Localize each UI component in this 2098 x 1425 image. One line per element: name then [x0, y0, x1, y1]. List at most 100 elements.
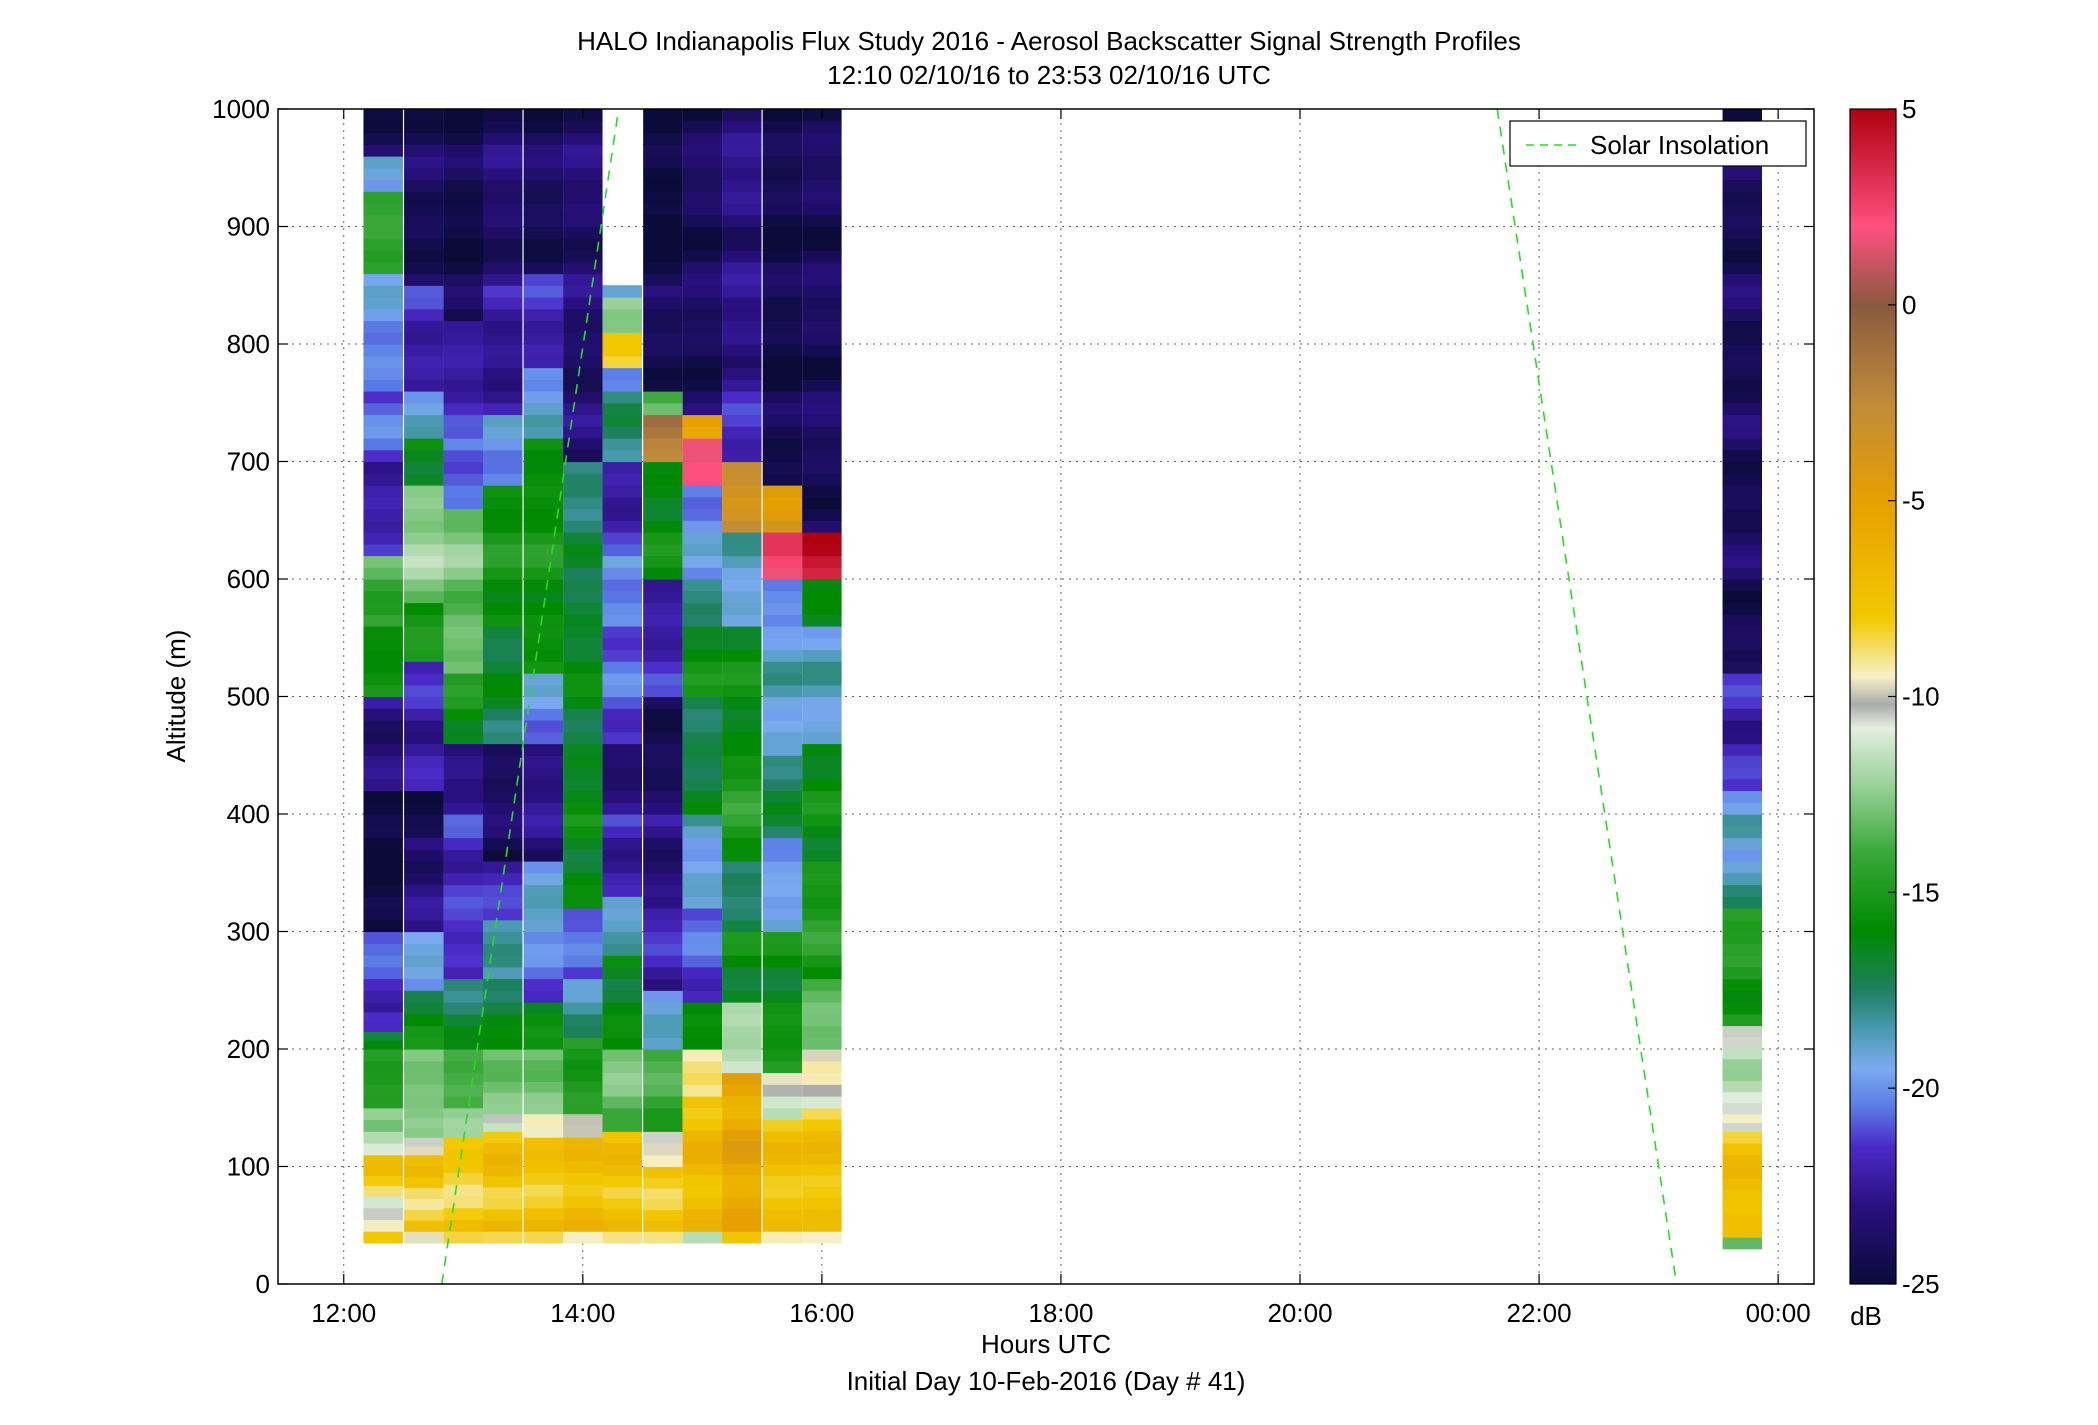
heatmap-cell	[722, 179, 762, 192]
heatmap-cell	[602, 555, 642, 568]
heatmap-cell	[523, 684, 564, 698]
heatmap-cell	[802, 191, 842, 204]
heatmap-cell	[602, 1084, 642, 1097]
heatmap-cell	[523, 1113, 564, 1126]
heatmap-cell	[482, 543, 523, 557]
heatmap-cell	[802, 637, 842, 651]
heatmap-cell	[722, 778, 762, 792]
heatmap-cell	[523, 250, 564, 263]
y-tick-label: 900	[227, 212, 270, 242]
profile-column	[482, 109, 523, 1244]
heatmap-cell	[443, 508, 483, 521]
heatmap-cell	[363, 1175, 403, 1187]
heatmap-cell	[563, 438, 603, 451]
heatmap-cell	[602, 308, 642, 322]
colorbar-tick-label: -15	[1902, 877, 1940, 907]
heatmap-cell	[404, 743, 444, 756]
profile-column	[762, 109, 803, 1244]
heatmap-cell	[602, 1175, 642, 1188]
heatmap-cell	[404, 1107, 444, 1119]
heatmap-cell	[722, 567, 762, 580]
heatmap-cell	[722, 837, 762, 850]
heatmap-cell	[802, 1175, 842, 1187]
heatmap-cell	[643, 132, 683, 145]
heatmap-cell	[802, 367, 842, 380]
heatmap-cell	[363, 614, 403, 627]
heatmap-cell	[363, 814, 403, 827]
heatmap-cell	[722, 908, 762, 921]
heatmap-cell	[762, 978, 803, 991]
heatmap-cell	[682, 308, 723, 322]
heatmap-cell	[563, 520, 603, 533]
heatmap-cell	[722, 379, 762, 392]
heatmap-cell	[363, 285, 403, 298]
heatmap-cell	[404, 767, 444, 780]
heatmap-cell	[443, 1049, 483, 1062]
heatmap-cell	[523, 661, 564, 674]
heatmap-cell	[722, 1174, 762, 1187]
heatmap-cell	[762, 990, 803, 1003]
heatmap-cell	[404, 978, 444, 991]
heatmap-cell	[363, 1060, 403, 1074]
heatmap-cell	[523, 414, 564, 427]
heatmap-cell	[1722, 673, 1763, 686]
heatmap-cell	[443, 802, 483, 815]
heatmap-cell	[682, 590, 723, 604]
heatmap-cell	[682, 449, 723, 463]
heatmap-cell	[682, 426, 723, 439]
heatmap-cell	[563, 203, 603, 216]
heatmap-cell	[722, 684, 762, 698]
heatmap-cell	[523, 825, 564, 839]
heatmap-cell	[563, 884, 603, 897]
heatmap-cell	[1722, 496, 1763, 510]
heatmap-cell	[404, 661, 444, 674]
heatmap-cell	[762, 567, 803, 580]
heatmap-cell	[363, 144, 403, 157]
heatmap-cell	[482, 673, 523, 686]
heatmap-cell	[443, 626, 483, 639]
heatmap-cell	[643, 1209, 683, 1221]
heatmap-cell	[722, 273, 762, 286]
heatmap-cell	[563, 1002, 603, 1015]
heatmap-cell	[602, 626, 642, 639]
heatmap-cell	[722, 825, 762, 839]
heatmap-cell	[602, 461, 642, 474]
heatmap-cell	[482, 1002, 523, 1015]
heatmap-cell	[762, 1186, 803, 1199]
heatmap-cell	[722, 955, 762, 968]
heatmap-cell	[404, 790, 444, 803]
heatmap-cell	[682, 919, 723, 933]
heatmap-cell	[482, 179, 523, 192]
heatmap-cell	[363, 226, 403, 239]
heatmap-cell	[363, 978, 403, 991]
heatmap-cell	[363, 778, 403, 792]
heatmap-cell	[363, 1107, 403, 1121]
heatmap-cell	[682, 297, 723, 310]
heatmap-cell	[523, 884, 564, 897]
heatmap-cell	[443, 990, 483, 1003]
heatmap-cell	[404, 614, 444, 627]
heatmap-cell	[363, 825, 403, 839]
heatmap-cell	[563, 1125, 603, 1138]
heatmap-cell	[602, 955, 642, 968]
heatmap-cell	[404, 684, 444, 698]
heatmap-cell	[443, 1037, 483, 1050]
heatmap-cell	[602, 696, 642, 709]
heatmap-cell	[563, 955, 603, 968]
heatmap-cell	[1722, 614, 1763, 627]
heatmap-cell	[762, 1096, 803, 1109]
heatmap-cell	[443, 191, 483, 204]
heatmap-cell	[762, 214, 803, 228]
heatmap-cell	[643, 179, 683, 192]
heatmap-cell	[1722, 167, 1763, 181]
heatmap-cell	[762, 637, 803, 651]
heatmap-cell	[523, 567, 564, 580]
heatmap-cell	[482, 684, 523, 698]
heatmap-cell	[404, 626, 444, 639]
heatmap-cell	[523, 802, 564, 815]
heatmap-cell	[643, 614, 683, 627]
heatmap-cell	[404, 332, 444, 345]
heatmap-cell	[722, 966, 762, 980]
heatmap-cell	[404, 602, 444, 615]
legend-box	[1509, 120, 1807, 167]
